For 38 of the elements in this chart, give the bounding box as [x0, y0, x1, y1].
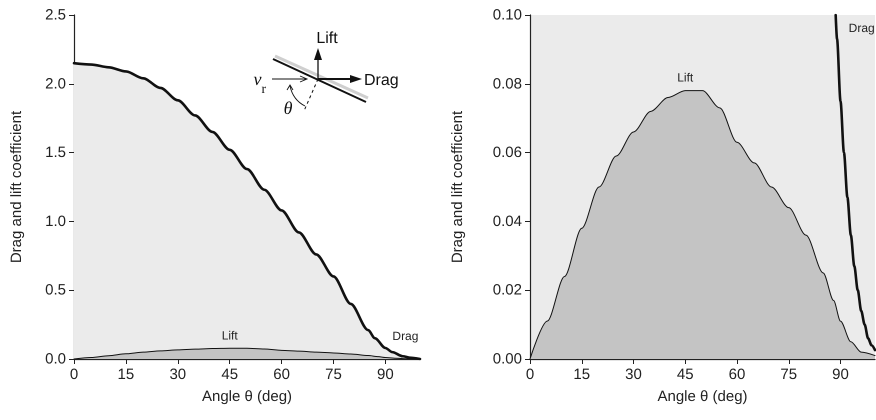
- y-tick-label: 0.02: [492, 282, 522, 299]
- y-tick-label: 1.0: [45, 212, 66, 230]
- annotation: θ: [284, 98, 293, 118]
- y-tick-label: 0.10: [492, 6, 522, 24]
- x-tick-label: 45: [221, 366, 238, 383]
- x-tick-label: 15: [118, 366, 134, 383]
- x-tick-label: 45: [676, 366, 694, 383]
- series-label: Lift: [677, 70, 694, 85]
- x-tick-label: 0: [70, 366, 78, 383]
- annotation: v$_{r}$: [254, 69, 266, 96]
- series-label: Lift: [222, 328, 238, 342]
- y-tick-label: 0.04: [492, 212, 522, 230]
- y-axis-title: Drag and lift coefficient: [8, 110, 25, 264]
- y-tick-label: 0.06: [492, 144, 522, 162]
- y-tick-label: 0.0: [45, 350, 66, 368]
- annotation: Drag: [364, 72, 399, 89]
- x-axis-title: Angle θ (deg): [202, 388, 292, 405]
- x-tick-label: 60: [728, 366, 746, 383]
- series-label: Drag: [848, 21, 875, 35]
- y-axis-title: Drag and lift coefficient: [449, 110, 466, 264]
- y-tick-label: 0.08: [492, 75, 522, 92]
- x-axis-title: Angle θ (deg): [657, 388, 748, 405]
- y-tick-label: 2.0: [45, 75, 66, 92]
- series-label: Drag: [392, 328, 418, 343]
- x-tick-label: 0: [526, 366, 534, 383]
- y-tick-label: 2.5: [45, 6, 66, 24]
- x-tick-label: 30: [625, 366, 642, 383]
- y-tick-label: 0.5: [45, 282, 66, 299]
- x-tick-label: 15: [573, 366, 590, 383]
- x-tick-label: 90: [377, 366, 394, 383]
- x-tick-label: 30: [169, 366, 186, 383]
- annotation: Lift: [316, 30, 338, 47]
- y-tick-label: 1.5: [45, 144, 66, 162]
- x-tick-label: 90: [832, 366, 849, 383]
- x-tick-label: 60: [273, 366, 290, 383]
- x-tick-label: 75: [780, 366, 798, 383]
- y-tick-label: 0.00: [492, 350, 522, 368]
- x-tick-label: 75: [325, 366, 342, 383]
